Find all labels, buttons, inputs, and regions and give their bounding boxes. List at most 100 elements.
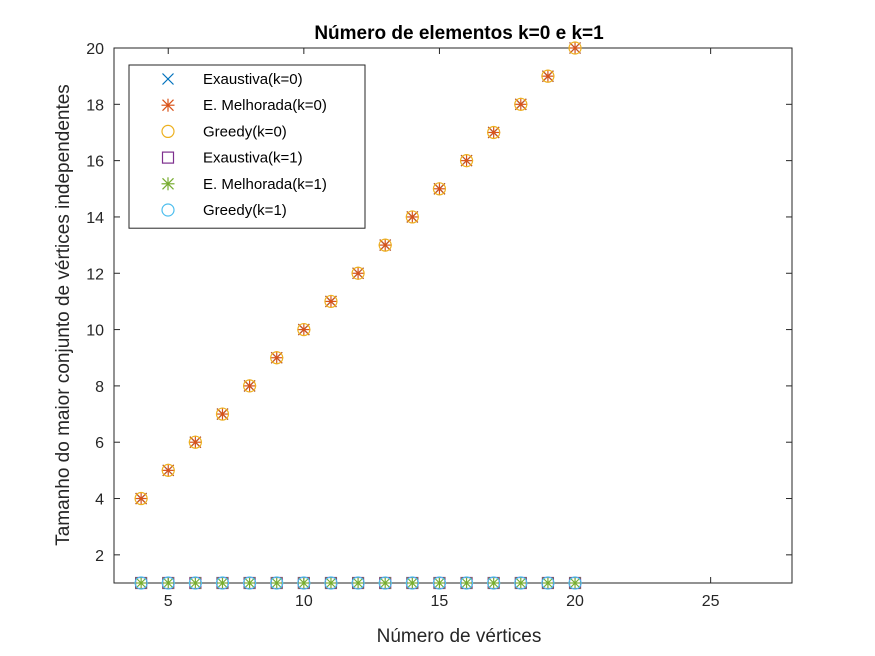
series-2 xyxy=(134,41,582,506)
data-point xyxy=(161,576,175,590)
legend-label: E. Melhorada(k=0) xyxy=(203,97,327,114)
marker-stroke xyxy=(188,435,202,449)
data-point xyxy=(215,407,229,421)
data-point xyxy=(378,576,392,590)
data-point xyxy=(243,379,257,393)
y-axis-label: Tamanho do maior conjunto de vértices in… xyxy=(53,84,74,546)
data-point xyxy=(351,576,365,590)
marker-stroke xyxy=(297,576,311,590)
marker-stroke xyxy=(514,97,528,111)
legend-marker xyxy=(161,98,175,112)
data-point xyxy=(243,576,257,590)
marker-stroke xyxy=(568,576,582,590)
data-point xyxy=(568,41,582,55)
marker-stroke xyxy=(459,154,474,168)
data-point xyxy=(134,491,148,506)
marker-stroke xyxy=(215,407,230,421)
data-point xyxy=(324,294,338,308)
x-tick-label: 25 xyxy=(702,593,720,610)
y-tick-label: 4 xyxy=(95,492,104,509)
marker-stroke xyxy=(351,576,365,590)
marker-stroke xyxy=(378,576,392,590)
data-point xyxy=(487,576,501,590)
marker-stroke xyxy=(162,73,174,85)
data-point xyxy=(541,576,555,590)
marker-stroke xyxy=(161,576,175,590)
legend-label: Greedy(k=0) xyxy=(203,123,287,140)
marker-stroke xyxy=(270,576,284,590)
y-tick-label: 6 xyxy=(95,435,104,452)
data-point xyxy=(405,210,419,224)
series-5 xyxy=(134,576,582,590)
data-point xyxy=(459,154,474,168)
data-point xyxy=(405,576,419,590)
data-point xyxy=(215,576,230,590)
data-point xyxy=(243,576,257,590)
data-point xyxy=(514,97,528,111)
data-point xyxy=(432,182,446,196)
legend-entry: E. Melhorada(k=0) xyxy=(161,97,327,114)
data-point xyxy=(188,576,202,590)
data-point xyxy=(378,238,392,252)
series-6 xyxy=(134,576,582,590)
legend-marker xyxy=(161,124,175,138)
legend-entry: Exaustiva(k=1) xyxy=(161,150,303,167)
data-point xyxy=(351,266,365,280)
data-point xyxy=(514,97,528,111)
data-point xyxy=(460,154,474,168)
marker-stroke xyxy=(243,379,257,393)
data-point xyxy=(297,576,311,590)
marker-stroke xyxy=(405,576,419,590)
data-point xyxy=(351,266,365,280)
legend-label: Exaustiva(k=1) xyxy=(203,150,303,167)
data-point xyxy=(514,576,528,590)
marker-stroke xyxy=(487,125,501,140)
marker-stroke xyxy=(297,322,311,337)
legend-entry: E. Melhorada(k=1) xyxy=(161,176,327,193)
legend-label: Greedy(k=1) xyxy=(203,202,287,219)
data-point xyxy=(514,576,528,590)
legend-marker xyxy=(161,203,175,217)
data-point xyxy=(243,379,257,393)
data-point xyxy=(351,576,365,590)
marker-stroke xyxy=(514,576,528,590)
y-tick-label: 18 xyxy=(86,97,104,114)
data-point xyxy=(568,576,582,590)
legend-label: Exaustiva(k=0) xyxy=(203,71,303,88)
data-point xyxy=(487,576,501,590)
marker-stroke xyxy=(270,351,284,365)
data-point xyxy=(215,407,230,421)
marker-stroke xyxy=(405,210,419,224)
data-point xyxy=(215,576,229,590)
marker-stroke xyxy=(541,576,555,590)
data-point xyxy=(432,576,447,590)
y-tick-label: 8 xyxy=(95,379,104,396)
data-point xyxy=(297,323,311,337)
marker-stroke xyxy=(243,576,257,590)
marker-stroke xyxy=(161,203,175,217)
data-point xyxy=(161,576,175,590)
data-point xyxy=(270,351,284,365)
x-tick-label: 20 xyxy=(566,593,584,610)
data-point xyxy=(270,351,284,365)
data-point xyxy=(297,576,311,590)
marker-stroke xyxy=(568,41,582,55)
marker-stroke xyxy=(324,576,338,590)
data-point xyxy=(378,576,392,590)
x-tick-label: 5 xyxy=(164,593,173,610)
legend-entry: Exaustiva(k=0) xyxy=(162,71,303,88)
data-point xyxy=(324,294,338,309)
data-point xyxy=(459,576,474,590)
marker-stroke xyxy=(161,463,175,477)
marker-stroke xyxy=(188,576,202,590)
x-tick-label: 10 xyxy=(295,593,313,610)
y-tick-label: 14 xyxy=(86,210,104,227)
marker-stroke xyxy=(324,294,338,309)
data-point xyxy=(568,41,582,55)
y-tick-label: 10 xyxy=(86,323,104,340)
data-point xyxy=(432,182,447,196)
marker-stroke xyxy=(215,576,230,590)
y-tick-label: 12 xyxy=(86,266,104,283)
legend-marker xyxy=(162,73,174,85)
